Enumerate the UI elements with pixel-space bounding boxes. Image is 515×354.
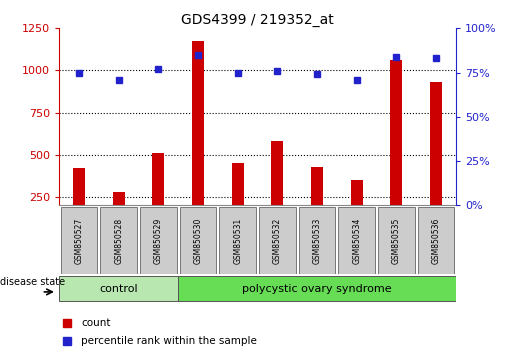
Text: GSM850527: GSM850527 [75,218,83,264]
Bar [299,207,335,274]
Bar [378,207,415,274]
Text: GSM850535: GSM850535 [392,218,401,264]
Text: GSM850531: GSM850531 [233,218,242,264]
Bar [61,207,97,274]
Text: GSM850532: GSM850532 [273,218,282,264]
Bar [271,141,283,239]
Bar [219,207,256,274]
Text: GSM850536: GSM850536 [432,218,440,264]
Bar [113,192,125,239]
Bar [390,60,402,239]
Bar [180,207,216,274]
Bar [351,180,363,239]
Text: disease state: disease state [0,277,65,287]
Text: GSM850528: GSM850528 [114,218,123,264]
Bar [259,207,296,274]
Bar [140,207,177,274]
Text: GSM850533: GSM850533 [313,218,321,264]
Text: GSM850529: GSM850529 [154,218,163,264]
Text: GSM850534: GSM850534 [352,218,361,264]
Bar [418,207,454,274]
Title: GDS4399 / 219352_at: GDS4399 / 219352_at [181,13,334,27]
Bar [178,276,456,301]
Bar [192,41,204,239]
Bar [232,163,244,239]
Text: GSM850530: GSM850530 [194,218,202,264]
Bar [59,276,178,301]
Text: percentile rank within the sample: percentile rank within the sample [81,336,257,346]
Text: polycystic ovary syndrome: polycystic ovary syndrome [242,284,392,293]
Bar [430,82,442,239]
Bar [152,153,164,239]
Bar [100,207,137,274]
Bar [311,166,323,239]
Bar [73,168,85,239]
Text: count: count [81,318,111,328]
Text: control: control [99,284,138,293]
Bar [338,207,375,274]
